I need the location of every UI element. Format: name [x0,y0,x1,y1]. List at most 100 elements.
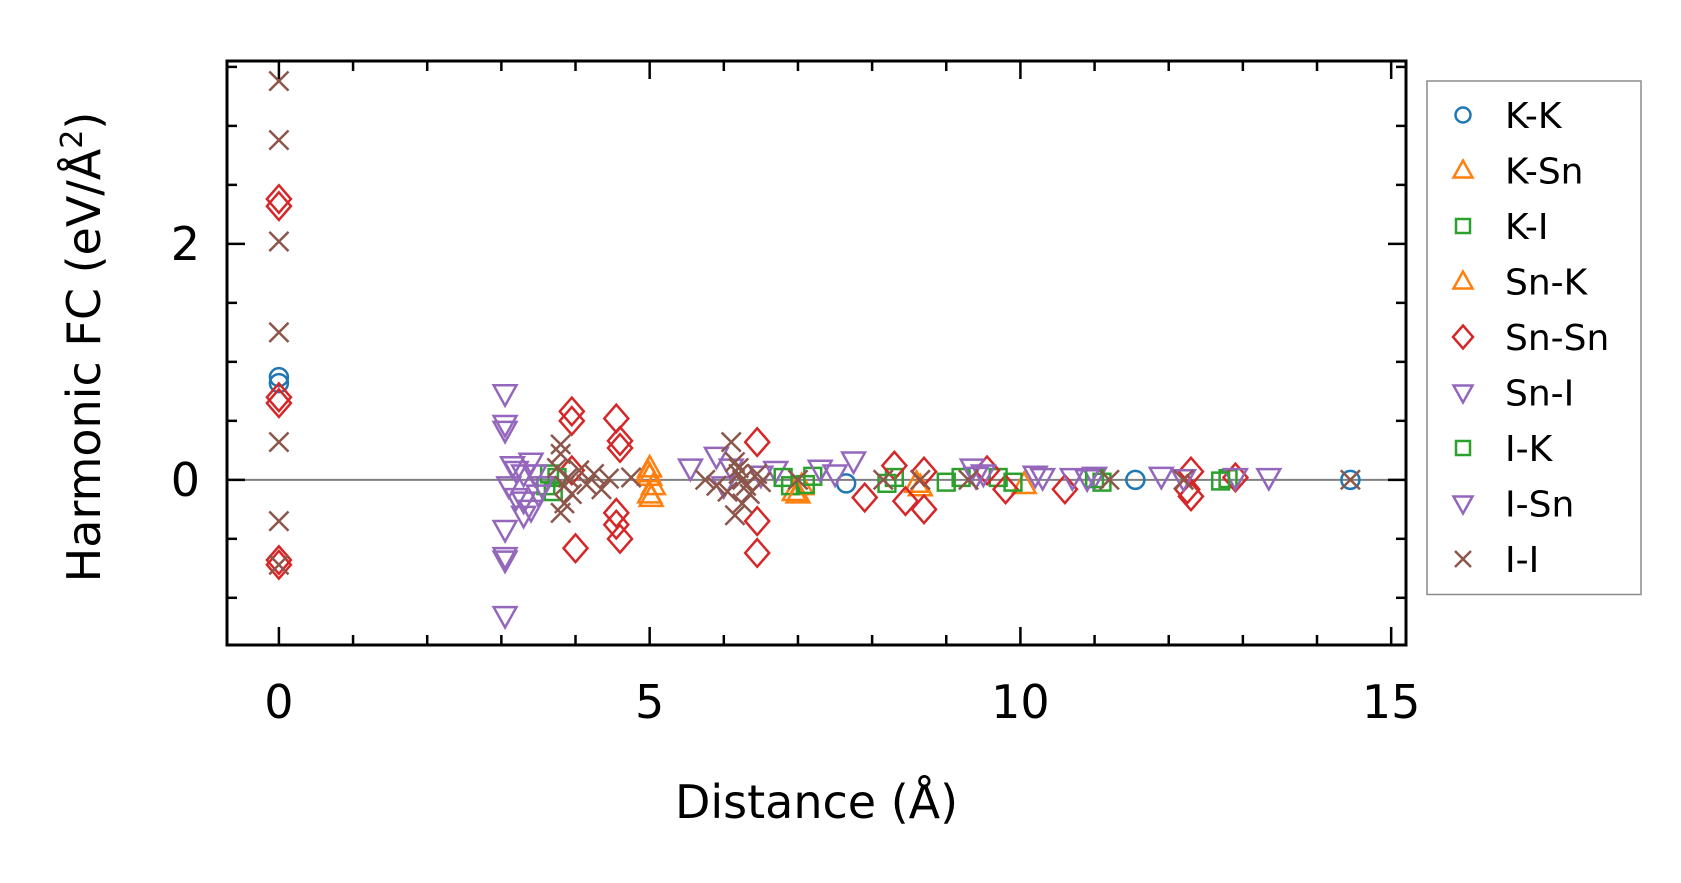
data-point [268,510,290,532]
data-point [728,457,750,479]
data-point [1073,468,1101,494]
data-point [1058,467,1086,493]
data-point [1125,469,1146,491]
data-point [795,474,816,495]
data-point [1340,469,1361,491]
legend-marker [1454,217,1472,235]
data-point [561,532,590,564]
data-point [891,485,920,517]
data-point [268,70,290,92]
series-i-i [268,70,1361,576]
x-tick-label: 0 [264,675,293,729]
data-point [510,491,538,516]
data-point [958,469,979,491]
data-point [1003,472,1023,492]
data-point [558,405,586,437]
data-point [1210,471,1231,491]
data-point [265,381,293,413]
legend-label: K-I [1505,207,1548,248]
y-axis-label-main: Harmonic FC (eV/Å [57,148,111,582]
data-point [491,550,519,575]
data-point [550,502,572,524]
data-point [510,505,538,530]
data-point [1255,467,1283,493]
plot-frame [225,59,1408,647]
data-point [602,497,630,529]
data-point [969,464,997,489]
data-point [1051,473,1079,505]
legend-marker [1454,106,1472,124]
data-point [991,473,1020,505]
legend-marker [1451,268,1475,290]
data-point [1170,468,1198,494]
y-tick-label: 0 [171,453,200,507]
tick-labels: 0 5 10 15 0 2 [171,217,1421,729]
y-tick-label: 2 [171,217,200,271]
data-point [705,475,727,497]
data-point [268,231,290,252]
data-point [265,190,293,222]
data-point [268,431,290,453]
data-point [268,366,290,388]
data-point [1177,455,1205,488]
data-point [910,493,938,526]
data-point [606,432,634,464]
data-point [637,482,665,508]
data-point [558,454,586,487]
data-point [872,469,894,491]
data-point [550,443,572,465]
data-point [724,451,746,473]
data-point [724,504,746,526]
axis-ticks [227,61,1406,645]
data-point [750,471,772,493]
data-point [491,414,519,439]
data-point [1029,467,1057,493]
data-point [731,469,753,491]
data-point [840,451,868,476]
data-point [495,476,523,501]
data-point [787,469,809,491]
data-point [491,605,519,631]
data-point [590,478,612,500]
data-point [524,484,552,509]
data-point [491,384,519,409]
data-point [720,431,742,453]
data-point [606,523,634,555]
legend-label: I-I [1505,540,1539,581]
legend-label: I-K [1505,429,1554,470]
data-point [265,183,293,215]
legend-label: Sn-K [1505,263,1589,304]
data-point [606,425,634,457]
data-point [773,467,793,488]
data-point [576,474,598,496]
data-point [491,519,519,544]
data-point [491,546,519,572]
data-point [265,387,293,419]
data-point [502,487,530,513]
y-axis-label: Harmonic FC (eV/Å2) [55,112,111,583]
data-point [639,471,667,496]
x-tick-label: 5 [635,675,664,729]
x-tick-label: 15 [1362,675,1421,729]
legend: K-K K-Sn K-I Sn-K Sn-Sn Sn-I I-K I-Sn I-I [1426,80,1642,596]
data-point [268,321,290,343]
x-tick-label: 10 [991,675,1050,729]
legend-marker [1451,495,1475,517]
data-point [583,463,605,485]
data-point [265,549,293,581]
data-point [728,463,750,485]
data-point [561,483,583,505]
data-point [694,469,716,491]
data-point [1010,469,1038,495]
data-point [521,464,549,489]
data-marks [265,70,1361,631]
data-point [743,537,771,569]
data-point [1081,466,1109,491]
data-point [268,129,290,151]
data-point [602,508,630,541]
data-point [743,505,771,537]
data-point [268,372,290,394]
data-point [821,464,849,489]
data-point [558,395,586,428]
x-axis-label: Distance (Å) [675,775,958,829]
